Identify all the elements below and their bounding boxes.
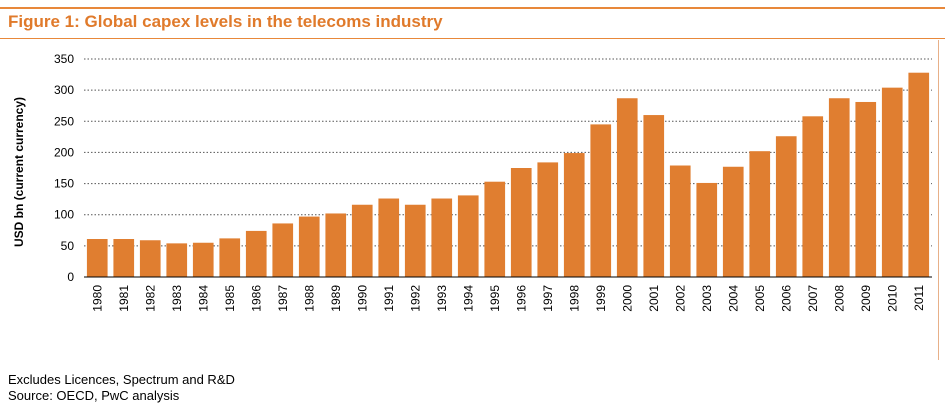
bar-2006 <box>775 136 797 277</box>
bar-1980 <box>86 239 108 277</box>
x-tick-label-2008: 2008 <box>832 285 846 312</box>
x-tick-label-1989: 1989 <box>329 285 343 312</box>
bar-2002 <box>669 165 691 277</box>
bar-1993 <box>431 198 453 277</box>
x-tick-label-2002: 2002 <box>673 285 687 312</box>
x-tick-label-2009: 2009 <box>859 285 873 312</box>
y-tick-label: 150 <box>54 177 74 191</box>
x-tick-label-2004: 2004 <box>726 285 740 312</box>
x-tick-label-1993: 1993 <box>435 285 449 312</box>
bar-1982 <box>139 240 161 277</box>
bar-2001 <box>643 115 665 277</box>
axis-layer: 0 50 100 150 200 250 300 350 1980 1981 1982 1983 198… <box>54 52 932 312</box>
y-tick-label: 300 <box>54 83 74 97</box>
x-tick-label-1988: 1988 <box>302 285 316 312</box>
bar-1994 <box>457 195 479 277</box>
bar-1987 <box>272 223 294 277</box>
bar-1992 <box>404 204 426 277</box>
x-tick-label-1982: 1982 <box>143 285 157 312</box>
bar-1984 <box>192 242 214 277</box>
bar-1989 <box>325 213 347 277</box>
chart-title: Figure 1: Global capex levels in the tel… <box>8 12 443 31</box>
x-tick-label-1983: 1983 <box>170 285 184 312</box>
bar-2010 <box>881 87 903 277</box>
frame-right-border <box>938 40 939 360</box>
footnote-source: Source: OECD, PwC analysis <box>8 388 180 403</box>
x-tick-label-1990: 1990 <box>355 285 369 312</box>
bar-2011 <box>908 72 930 278</box>
bar-2003 <box>696 182 718 277</box>
bar-2009 <box>855 101 877 277</box>
bar-1998 <box>563 153 585 277</box>
x-tick-label-2005: 2005 <box>753 285 767 312</box>
bar-1990 <box>351 204 373 277</box>
bar-1985 <box>219 238 241 277</box>
bar-1986 <box>245 230 267 277</box>
x-tick-label-1994: 1994 <box>461 285 475 312</box>
bar-2005 <box>749 151 771 277</box>
top-rule <box>0 7 945 9</box>
bar-1991 <box>378 198 400 277</box>
x-tick-label-1992: 1992 <box>408 285 422 312</box>
bar-1981 <box>113 239 135 277</box>
x-tick-label-1991: 1991 <box>382 285 396 312</box>
bar-2000 <box>616 98 638 278</box>
y-tick-label: 100 <box>54 208 74 222</box>
x-tick-label-1981: 1981 <box>117 285 131 312</box>
x-tick-label-1995: 1995 <box>488 285 502 312</box>
y-axis-title: USD bn (current currency) <box>12 97 26 247</box>
x-tick-label-1999: 1999 <box>594 285 608 312</box>
y-tick-label: 0 <box>67 270 74 284</box>
x-tick-label-1998: 1998 <box>567 285 581 312</box>
x-tick-label-2011: 2011 <box>912 285 926 311</box>
bar-1995 <box>484 181 506 277</box>
x-tick-label-2003: 2003 <box>700 285 714 312</box>
y-tick-label: 250 <box>54 114 74 128</box>
bar-layer <box>86 72 930 278</box>
bar-1996 <box>510 168 532 277</box>
x-tick-label-1980: 1980 <box>90 285 104 312</box>
x-tick-label-2001: 2001 <box>647 285 661 312</box>
bar-1988 <box>298 216 320 277</box>
grid-layer <box>84 58 932 247</box>
x-tick-label-2000: 2000 <box>620 285 634 312</box>
bar-2007 <box>802 116 824 277</box>
y-tick-label: 200 <box>54 145 74 159</box>
title-rule <box>0 38 945 39</box>
bar-1999 <box>590 124 612 278</box>
x-tick-label-2007: 2007 <box>806 285 820 312</box>
bar-1997 <box>537 162 559 277</box>
bar-1983 <box>166 243 188 277</box>
y-tick-label: 350 <box>54 52 74 66</box>
x-tick-label-1984: 1984 <box>196 285 210 312</box>
bar-2008 <box>828 98 850 278</box>
x-tick-label-1997: 1997 <box>541 285 555 312</box>
x-tick-label-2010: 2010 <box>885 285 899 312</box>
bar-2004 <box>722 166 744 277</box>
y-tick-label: 50 <box>61 239 75 253</box>
footnote-exclusions: Excludes Licences, Spectrum and R&D <box>8 372 235 387</box>
x-tick-label-1996: 1996 <box>514 285 528 312</box>
x-tick-label-2006: 2006 <box>779 285 793 312</box>
x-tick-label-1987: 1987 <box>276 285 290 312</box>
x-tick-label-1985: 1985 <box>223 285 237 312</box>
x-tick-label-1986: 1986 <box>249 285 263 312</box>
